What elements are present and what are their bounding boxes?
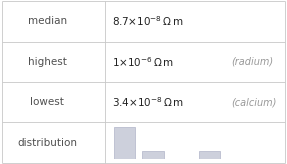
Text: lowest: lowest xyxy=(30,97,64,107)
Bar xyxy=(142,151,164,159)
Text: distribution: distribution xyxy=(17,138,77,147)
Text: $8.7{\times}10^{-8}\,\Omega\,\mathrm{m}$: $8.7{\times}10^{-8}\,\Omega\,\mathrm{m}$ xyxy=(112,15,183,28)
Bar xyxy=(199,151,220,159)
Bar xyxy=(114,127,135,159)
Text: median: median xyxy=(28,17,67,26)
Text: $3.4{\times}10^{-8}\,\Omega\,\mathrm{m}$: $3.4{\times}10^{-8}\,\Omega\,\mathrm{m}$ xyxy=(112,95,184,109)
Text: (radium): (radium) xyxy=(231,57,273,67)
Text: highest: highest xyxy=(28,57,67,67)
Text: (calcium): (calcium) xyxy=(231,97,276,107)
Text: $1{\times}10^{-6}\,\Omega\,\mathrm{m}$: $1{\times}10^{-6}\,\Omega\,\mathrm{m}$ xyxy=(112,55,174,69)
